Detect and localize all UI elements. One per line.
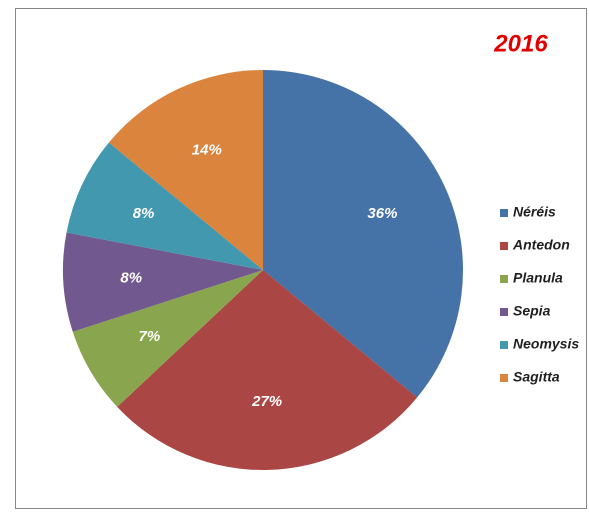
legend-label: Sagitta xyxy=(513,369,560,385)
legend-label: Néréis xyxy=(513,204,556,220)
pie-slice xyxy=(263,70,463,398)
data-label: 8% xyxy=(120,269,142,286)
legend-swatch xyxy=(500,374,508,382)
data-label: 14% xyxy=(192,142,222,159)
legend-label: Neomysis xyxy=(513,336,579,352)
legend-swatch xyxy=(500,242,508,250)
legend-swatch xyxy=(500,341,508,349)
pie-slice xyxy=(72,270,263,407)
data-label: 36% xyxy=(367,205,397,222)
legend-swatch xyxy=(500,308,508,316)
legend-label: Planula xyxy=(513,270,563,286)
pie-slice xyxy=(108,70,263,270)
data-label: 7% xyxy=(139,328,161,345)
data-label: 27% xyxy=(251,393,282,410)
pie-slice xyxy=(66,142,264,270)
legend-label: Sepia xyxy=(513,303,551,319)
legend-label: Antedon xyxy=(512,237,570,253)
pie-slice xyxy=(62,232,263,332)
chart-title: 2016 xyxy=(493,30,548,57)
legend-swatch xyxy=(500,209,508,217)
pie-slice xyxy=(117,270,418,470)
legend-swatch xyxy=(500,275,508,283)
data-label: 8% xyxy=(133,205,155,222)
